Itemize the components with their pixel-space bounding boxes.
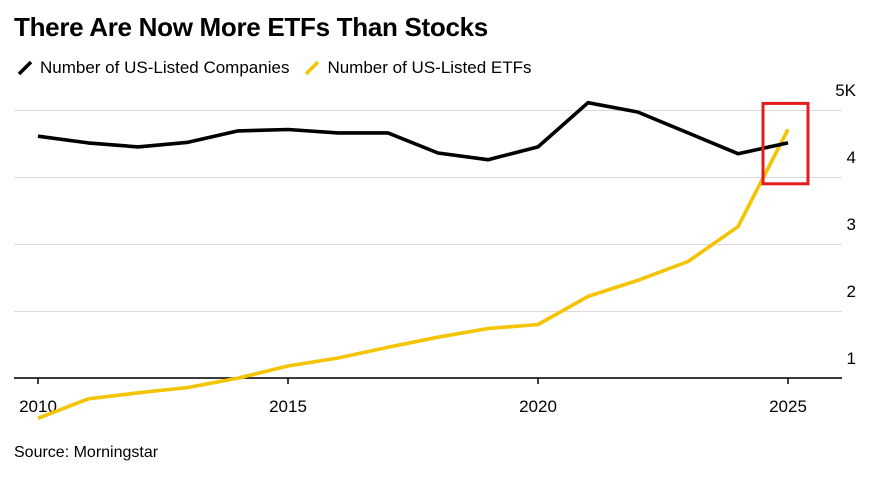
highlight-box xyxy=(761,101,810,186)
series-line-companies xyxy=(37,100,789,162)
y-tick-label: 5K xyxy=(835,81,856,100)
legend-item-etfs: Number of US-Listed ETFs xyxy=(303,58,532,78)
y-tick-label: 4 xyxy=(847,148,856,167)
x-tick-label: 2025 xyxy=(769,397,807,416)
series-line-etfs xyxy=(37,128,790,420)
x-tick-label: 2010 xyxy=(19,397,57,416)
legend-label-companies: Number of US-Listed Companies xyxy=(40,58,290,77)
x-tick-label: 2020 xyxy=(519,397,557,416)
legend-swatch-companies xyxy=(17,60,33,76)
y-tick-label: 3 xyxy=(847,215,856,234)
x-axis: 2010 2015 2020 2025 xyxy=(14,377,842,416)
legend-label-etfs: Number of US-Listed ETFs xyxy=(327,58,532,77)
y-axis-ticks: 1 2 3 4 5K xyxy=(835,81,856,368)
y-tick-label: 1 xyxy=(847,349,856,368)
legend-item-companies: Number of US-Listed Companies xyxy=(16,58,289,78)
legend-swatch-etfs xyxy=(305,60,320,76)
highlight-annotation xyxy=(761,101,810,186)
series-lines xyxy=(37,100,790,420)
legend: Number of US-Listed Companies Number of … xyxy=(16,56,546,80)
y-tick-label: 2 xyxy=(847,282,856,301)
x-tick-label: 2015 xyxy=(269,397,307,416)
source-note: Source: Morningstar xyxy=(14,444,159,461)
chart-title: There Are Now More ETFs Than Stocks xyxy=(14,12,488,42)
